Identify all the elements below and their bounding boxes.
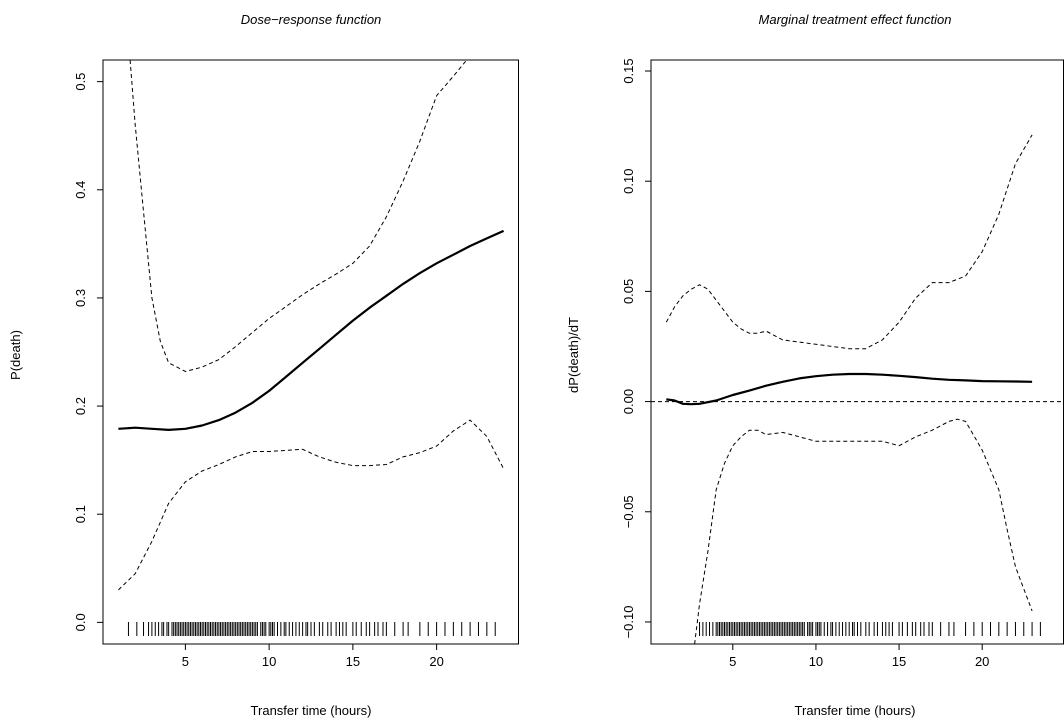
estimate-line — [118, 229, 505, 431]
estimate-line — [666, 372, 1033, 406]
x-tick-label: 15 — [346, 654, 360, 669]
y-tick-label: 0.4 — [73, 181, 88, 199]
plot-frame — [102, 59, 519, 645]
y-tick-label: 0.2 — [73, 397, 88, 415]
x-tick-label: 20 — [429, 654, 443, 669]
y-tick-label: 0.0 — [73, 613, 88, 631]
y-tick-label: 0.10 — [621, 169, 636, 194]
x-tick-label: 10 — [262, 654, 276, 669]
lower-ci-line — [694, 418, 1033, 644]
y-tick-label: −0.10 — [621, 606, 636, 639]
x-tick-label: 5 — [729, 654, 736, 669]
upper-ci-line — [129, 60, 474, 373]
y-tick-label: 0.15 — [621, 58, 636, 83]
y-tick-label: 0.3 — [73, 289, 88, 307]
y-tick-label: 0.1 — [73, 505, 88, 523]
y-tick-label: −0.05 — [621, 495, 636, 528]
lower-ci-line — [118, 419, 505, 591]
x-tick-label: 15 — [892, 654, 906, 669]
x-axis-label: Transfer time (hours) — [251, 703, 372, 718]
x-axis-label: Transfer time (hours) — [795, 703, 916, 718]
panel-title: Marginal treatment effect function — [759, 12, 952, 27]
y-axis-label: dP(death)/dT — [566, 317, 581, 393]
y-tick-label: 0.5 — [73, 73, 88, 91]
x-tick-label: 20 — [975, 654, 989, 669]
dose-response-panel: Dose−response function Transfer time (ho… — [8, 12, 519, 718]
y-tick-label: 0.00 — [621, 389, 636, 414]
y-tick-label: 0.05 — [621, 279, 636, 304]
plot-frame — [650, 59, 1064, 645]
panel-title: Dose−response function — [241, 12, 382, 27]
marginal-effect-panel: Marginal treatment effect function Trans… — [566, 12, 1064, 718]
x-tick-label: 10 — [809, 654, 823, 669]
x-tick-label: 5 — [182, 654, 189, 669]
upper-ci-line — [665, 134, 1033, 350]
y-axis-label: P(death) — [8, 330, 23, 380]
